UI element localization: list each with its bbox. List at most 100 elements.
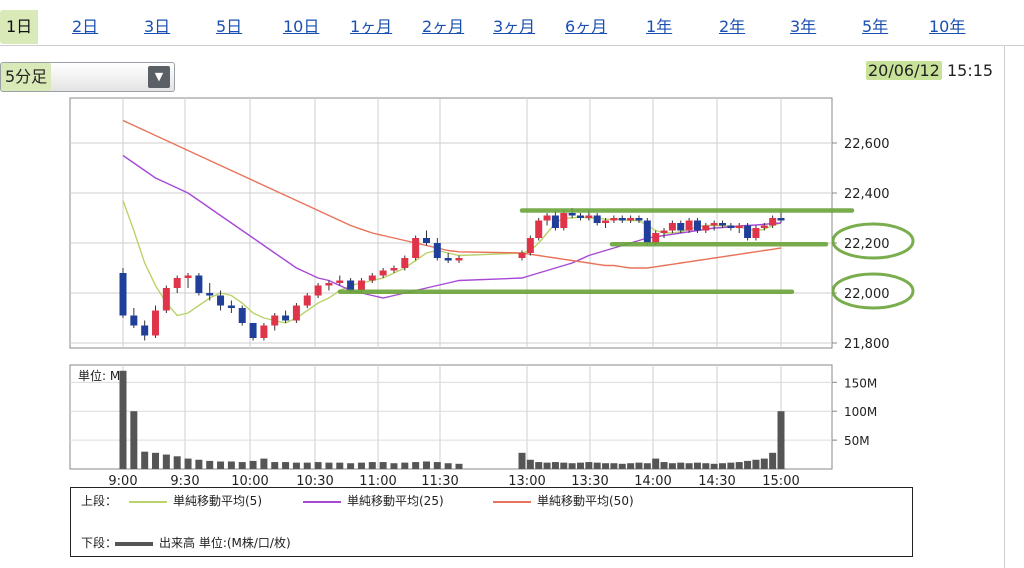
candle-body <box>752 228 760 238</box>
legend-swatch-ma25 <box>303 500 341 503</box>
volume-bar <box>336 462 344 469</box>
candle-body <box>526 238 534 253</box>
volume-bar <box>390 463 398 469</box>
candle-body <box>195 275 203 293</box>
candle-body <box>769 218 777 226</box>
tab-1month[interactable]: 1ヶ月 <box>350 17 393 36</box>
interval-select[interactable]: 5分足 ▼ <box>0 62 175 92</box>
candle-body <box>518 253 526 258</box>
tab-2year[interactable]: 2年 <box>719 17 746 36</box>
tab-10year[interactable]: 10年 <box>929 17 966 36</box>
candle-down <box>444 253 452 263</box>
volume-bar <box>195 459 203 469</box>
volume-bar <box>379 462 387 469</box>
tab-6month[interactable]: 6ヶ月 <box>565 17 608 36</box>
candle-body <box>693 220 701 231</box>
volume-bar <box>627 463 635 469</box>
candle-down <box>227 300 235 313</box>
volume-bar <box>152 452 160 469</box>
candle-up <box>560 210 568 231</box>
candle-down <box>238 305 246 326</box>
volume-bar <box>744 460 752 469</box>
ma50-line <box>122 119 782 269</box>
candle-down <box>727 223 735 231</box>
volume-bar <box>635 462 643 469</box>
volume-bar <box>184 458 192 469</box>
volume-bar <box>693 462 701 469</box>
volume-bar <box>518 452 526 469</box>
price-tick-label: 22,600 <box>844 137 890 152</box>
candle-up <box>543 213 551 226</box>
candle-up <box>303 293 311 308</box>
volume-bar <box>347 463 355 469</box>
tab-2day[interactable]: 2日 <box>72 17 99 36</box>
candle-body <box>368 275 376 281</box>
time-tick-label: 11:30 <box>421 474 458 489</box>
candle-down <box>249 323 257 341</box>
legend-upper-row: 上段： 単純移動平均(5) 単純移動平均(25) 単純移動平均(50) <box>81 492 901 510</box>
volume-bar <box>455 463 463 469</box>
tab-5year[interactable]: 5年 <box>862 17 889 36</box>
tab-1year[interactable]: 1年 <box>646 17 673 36</box>
candle-up <box>752 225 760 241</box>
candle-down <box>195 273 203 296</box>
candle-body <box>635 218 643 221</box>
volume-bar <box>752 459 760 469</box>
volume-bar <box>610 463 618 469</box>
time-tick-label: 13:00 <box>508 474 545 489</box>
volume-bars <box>119 370 785 469</box>
tab-5day[interactable]: 5日 <box>216 17 243 36</box>
candle-body <box>702 225 710 231</box>
candle-up <box>314 283 322 298</box>
price-tick-label: 22,200 <box>844 237 890 252</box>
candle-down <box>551 210 559 231</box>
legend-item-ma5: 単純移動平均(5) <box>129 492 262 510</box>
tab-3day[interactable]: 3日 <box>144 17 171 36</box>
candle-down <box>217 290 225 311</box>
candle-up <box>412 235 420 261</box>
candle-up <box>769 215 777 228</box>
candle-down <box>141 320 149 341</box>
candle-up <box>379 268 387 278</box>
last-updated-time: 15:15 <box>946 61 994 80</box>
time-tick-label: 14:30 <box>698 474 735 489</box>
candle-body <box>238 308 246 323</box>
candle-body <box>152 310 160 336</box>
legend-text-volume: 出来高 単位:(M株/口/枚) <box>159 536 291 550</box>
candle-body <box>401 258 409 268</box>
candle-up <box>368 273 376 283</box>
candle-up <box>610 215 618 223</box>
legend-lower-label: 下段： <box>81 536 118 550</box>
ma25-line <box>122 154 782 299</box>
chevron-down-icon[interactable]: ▼ <box>148 66 170 88</box>
volume-bar <box>660 462 668 469</box>
tab-3month[interactable]: 3ヶ月 <box>493 17 536 36</box>
volume-bar <box>551 462 559 469</box>
legend-item-ma50: 単純移動平均(50) <box>493 492 634 510</box>
volume-bar <box>422 461 430 469</box>
interval-select-value: 5分足 <box>1 63 52 91</box>
candle-down <box>677 220 685 233</box>
candle-body <box>627 218 635 221</box>
candle-up <box>702 223 710 233</box>
candle-body <box>184 275 192 278</box>
candle-body <box>652 233 660 243</box>
annotation-circle <box>831 272 915 310</box>
candle-down <box>744 223 752 241</box>
volume-bar <box>292 462 300 469</box>
candle-down <box>422 230 430 246</box>
candle-body <box>602 220 610 223</box>
tab-2month[interactable]: 2ヶ月 <box>422 17 465 36</box>
candle-up <box>152 305 160 338</box>
candle-body <box>227 305 235 308</box>
tab-10day[interactable]: 10日 <box>283 17 320 36</box>
candle-body <box>173 278 181 288</box>
time-tick-label: 14:00 <box>634 474 671 489</box>
tab-3year[interactable]: 3年 <box>790 17 817 36</box>
candle-body <box>585 215 593 218</box>
volume-bar <box>618 463 626 469</box>
legend-upper-label: 上段： <box>81 494 118 508</box>
tab-1day[interactable]: 1日 <box>0 10 39 44</box>
candle-up <box>535 218 543 241</box>
volume-bar <box>325 462 333 469</box>
